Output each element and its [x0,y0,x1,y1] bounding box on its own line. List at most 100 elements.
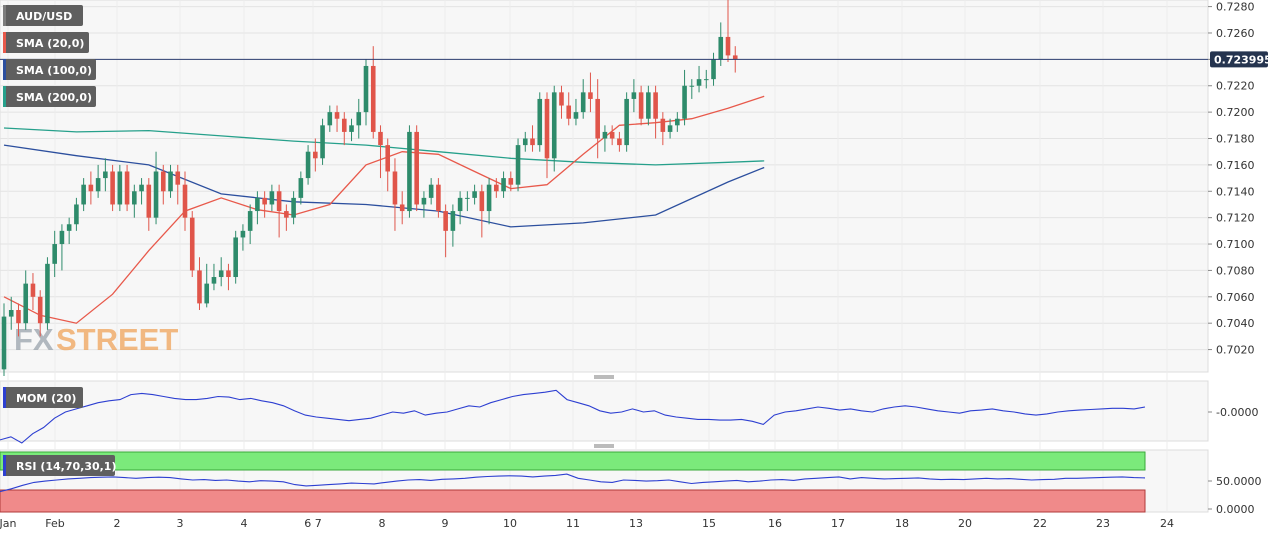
candle-down [443,211,448,231]
x-tick-label: 3 [177,517,184,530]
current-price-label: 0.723995 [1214,53,1272,66]
y-tick-label: 0.7060 [1216,291,1255,304]
x-tick-label: 24 [1160,517,1174,530]
x-tick-label: 2 [114,517,121,530]
candle-up [450,211,456,231]
y-tick-label: 0.7280 [1216,1,1255,14]
symbol-tag[interactable]: AUD/USD [3,5,83,26]
sma200-tag[interactable]: SMA (200,0) [3,86,96,107]
x-tick-label: 16 [768,517,782,530]
sma20-line [3,95,765,324]
sma100-tag[interactable]: SMA (100,0) [3,59,96,80]
candle-up [291,197,296,218]
candle-up [667,125,673,132]
candle-up [522,138,528,146]
candle-up [66,224,72,231]
pane-resize-handle-1[interactable] [594,375,614,379]
candle-down [385,145,391,172]
candle-up [349,125,354,132]
sma200-line [3,127,765,166]
candle-up [703,79,709,81]
current-price-tag [1210,51,1268,68]
candle-up [45,263,50,324]
x-tick-label: 10 [503,517,517,530]
y-tick-label: 0.7040 [1216,317,1255,330]
x-tick-label: 23 [1096,517,1110,530]
y-tick-label: 0.7020 [1216,344,1255,357]
candle-down [617,138,622,146]
candle-up [240,230,246,238]
candle-up [153,171,159,218]
candle-down [88,184,94,192]
rsi-label: RSI (14,70,30,1) [16,460,116,473]
watermark-fx: FX [14,322,54,357]
candle-down [182,184,188,218]
candle-up [298,178,304,198]
candle-down [276,191,282,212]
candle-up [327,112,333,126]
candle-up [689,85,695,87]
mom-line [0,389,1146,444]
candle-down [175,171,181,185]
sma200-label: SMA (200,0) [16,91,92,104]
y-tick-label: 0.7080 [1216,264,1255,277]
x-tick-label: 20 [958,517,972,530]
candle-down [160,171,166,192]
candle-up [204,283,210,304]
y-tick-label: 0.7260 [1216,27,1255,40]
candle-up [269,191,275,205]
candle-up [255,197,260,212]
sma100-label: SMA (100,0) [16,64,92,77]
mom-tick-label: -0.0000 [1216,406,1258,419]
candle-down [37,296,43,324]
candle-down [370,65,376,132]
candle-up [132,191,137,205]
candle-down [436,184,441,212]
sma20-tag[interactable]: SMA (20,0) [3,32,89,53]
candle-down [588,92,593,99]
candle-up [718,36,724,60]
candle-up [81,184,86,205]
candle-down [638,92,644,119]
candle-down [16,310,21,324]
candle-down [414,131,419,205]
mom-tag[interactable]: MOM (20) [3,387,83,408]
candle-down [660,118,666,132]
x-tick-label: 17 [831,517,845,530]
rsi-zones [0,451,1146,513]
candle-up [356,112,362,126]
mom-plot-bg [0,380,1209,442]
candle-down [732,55,738,60]
x-tick-label: 13 [629,517,643,530]
candle-down [653,92,658,119]
watermark-street: STREET [56,322,178,357]
candle-up [421,197,427,205]
pane-resize-handle-2[interactable] [594,444,614,448]
candle-down [725,36,731,56]
candle-down [508,178,514,185]
candle-up [117,171,123,205]
candle-up [675,118,680,126]
x-tick-label: 11 [566,517,580,530]
candle-down [197,270,202,304]
candle-up [551,92,557,159]
candle-down [262,197,267,205]
candle-up [363,65,369,113]
candle-up [486,184,492,212]
candle-down [30,283,36,297]
x-tick-label: 15 [702,517,716,530]
candle-up [696,79,702,86]
rsi-tag[interactable]: RSI (14,70,30,1) [3,455,116,476]
candle-down [559,92,564,106]
candle-down [595,98,600,139]
x-tick-label: 6 7 [304,517,322,530]
candle-up [233,237,238,278]
candle-up [580,92,586,113]
x-tick-label: 18 [895,517,909,530]
mom-label: MOM (20) [16,392,76,405]
x-tick-label: 4 [241,517,248,530]
rsi-line [0,473,1146,493]
candle-up [168,171,173,192]
